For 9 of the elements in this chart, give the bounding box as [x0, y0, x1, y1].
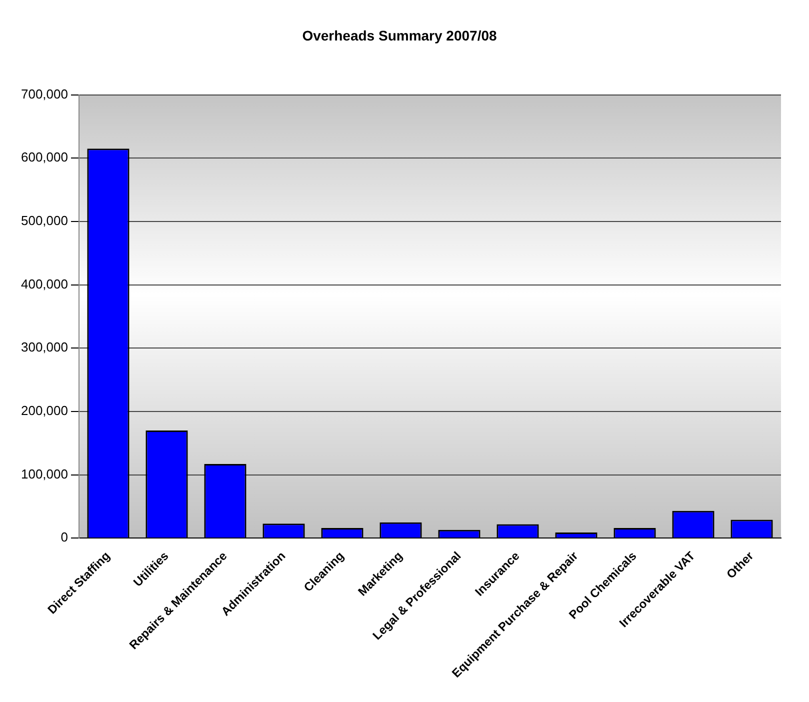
- y-tick-label: 700,000: [20, 86, 68, 102]
- y-tick-label: 500,000: [20, 213, 68, 228]
- y-tick-label: 400,000: [20, 276, 68, 292]
- y-tick-label: 200,000: [20, 403, 68, 418]
- y-tick-label: 100,000: [20, 466, 68, 482]
- y-tick-label: 300,000: [20, 340, 68, 355]
- y-tick-label: 0: [60, 530, 68, 545]
- y-tick-label: 600,000: [20, 150, 68, 165]
- chart-title: Overheads Summary 2007/08: [302, 27, 497, 44]
